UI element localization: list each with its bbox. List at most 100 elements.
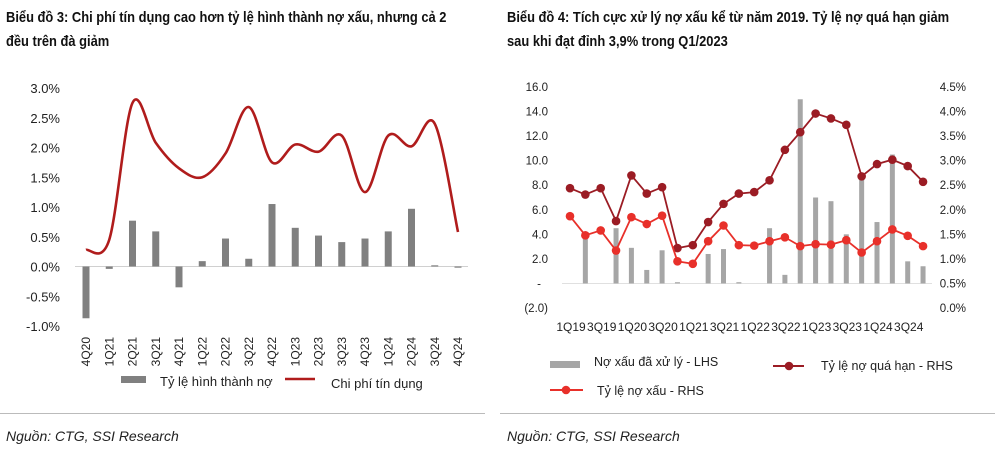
bar-nợ-xấu-đã-xử-lý: [736, 282, 742, 284]
bar-nợ-xấu-đã-xử-lý: [674, 282, 680, 284]
point-tỷ-lệ-nợ-xấu: [842, 235, 851, 245]
x-tick-label: 2Q23: [312, 337, 326, 367]
line-chi-phí-tín-dụng: [85, 98, 460, 255]
legend-label: Chi phí tín dụng: [331, 376, 423, 391]
line-tỷ-lệ-nợ-xấu: [569, 214, 924, 265]
point-tỷ-lệ-nợ-quá-hạn: [780, 145, 790, 155]
bar-nợ-xấu-đã-xử-lý: [628, 247, 634, 284]
legend-label: Tỷ lệ nợ quá hạn - RHS: [821, 359, 953, 373]
line-tỷ-lệ-nợ-quá-hạn: [569, 112, 924, 250]
legend-label: Nợ xấu đã xử lý - LHS: [594, 355, 718, 369]
point-tỷ-lệ-nợ-quá-hạn: [565, 183, 575, 193]
bar-nợ-xấu-đã-xử-lý: [613, 228, 619, 284]
x-tick-label: 4Q20: [79, 337, 93, 367]
x-tick-label: 3Q23: [833, 320, 863, 334]
point-tỷ-lệ-nợ-quá-hạn: [596, 183, 605, 193]
point-tỷ-lệ-nợ-xấu: [903, 231, 912, 241]
divider: [0, 413, 485, 414]
x-tick-label: 2Q22: [219, 337, 233, 367]
y-right-tick-label: 1.0%: [940, 254, 966, 266]
y-left-tick-label: 8.0: [532, 180, 548, 192]
y-left-tick-label: (2.0): [524, 303, 548, 315]
x-tick-label: 3Q21: [149, 337, 163, 367]
bar-tỷ-lệ-hình-thành-nợ: [408, 208, 415, 267]
x-tick-label: 1Q22: [741, 320, 771, 334]
point-tỷ-lệ-nợ-quá-hạn: [734, 189, 744, 198]
point-tỷ-lệ-nợ-xấu: [581, 231, 590, 240]
y-left-tick-label: 4.0: [532, 229, 548, 241]
bar-tỷ-lệ-hình-thành-nợ: [384, 231, 392, 267]
point-tỷ-lệ-nợ-quá-hạn: [857, 172, 866, 181]
x-tick-label: 1Q22: [195, 337, 209, 367]
legend-marker: [784, 361, 794, 371]
point-tỷ-lệ-nợ-xấu: [918, 241, 928, 251]
point-tỷ-lệ-nợ-quá-hạn: [811, 109, 820, 118]
y-left-tick-label: 6.0: [532, 205, 548, 217]
y-tick-label: -0.5%: [26, 289, 60, 304]
x-tick-label: 3Q22: [242, 337, 256, 367]
y-tick-label: 0.0%: [30, 260, 60, 275]
bar-nợ-xấu-đã-xử-lý: [797, 99, 803, 284]
point-tỷ-lệ-nợ-quá-hạn: [581, 190, 590, 199]
legend-bar-swatch: [550, 361, 580, 368]
point-tỷ-lệ-nợ-xấu: [688, 259, 698, 269]
x-tick-label: 2Q21: [126, 337, 140, 367]
x-tick-label: 1Q24: [381, 337, 395, 367]
x-tick-label: 3Q22: [771, 320, 801, 334]
x-tick-label: 3Q24: [428, 337, 442, 367]
x-tick-label: 4Q21: [172, 337, 186, 367]
bar-nợ-xấu-đã-xử-lý: [705, 253, 711, 284]
x-tick-label: 1Q20: [618, 320, 648, 334]
point-tỷ-lệ-nợ-quá-hạn: [688, 240, 698, 250]
point-tỷ-lệ-nợ-xấu: [673, 257, 682, 266]
point-tỷ-lệ-nợ-xấu: [765, 236, 774, 246]
point-tỷ-lệ-nợ-quá-hạn: [719, 199, 728, 209]
bar-tỷ-lệ-hình-thành-nợ: [105, 266, 113, 269]
point-tỷ-lệ-nợ-quá-hạn: [842, 120, 851, 130]
y-right-tick-label: 4.0%: [940, 107, 966, 119]
point-tỷ-lệ-nợ-xấu: [734, 240, 744, 250]
y-left-tick-label: 16.0: [526, 82, 548, 94]
bar-nợ-xấu-đã-xử-lý: [659, 250, 665, 284]
x-tick-label: 3Q21: [710, 320, 740, 334]
x-tick-label: 1Q21: [679, 320, 709, 334]
point-tỷ-lệ-nợ-quá-hạn: [673, 243, 682, 253]
y-left-tick-label: -: [537, 278, 541, 290]
point-tỷ-lệ-nợ-xấu: [811, 239, 820, 249]
bar-nợ-xấu-đã-xử-lý: [874, 222, 880, 284]
point-tỷ-lệ-nợ-quá-hạn: [611, 216, 621, 226]
point-tỷ-lệ-nợ-quá-hạn: [795, 127, 805, 137]
point-tỷ-lệ-nợ-xấu: [642, 219, 652, 229]
point-tỷ-lệ-nợ-xấu: [657, 211, 667, 220]
point-tỷ-lệ-nợ-xấu: [719, 221, 728, 230]
bar-nợ-xấu-đã-xử-lý: [767, 228, 773, 284]
y-tick-label: -1.0%: [26, 319, 60, 334]
bar-nợ-xấu-đã-xử-lý: [782, 274, 788, 284]
bar-tỷ-lệ-hình-thành-nợ: [198, 261, 206, 267]
point-tỷ-lệ-nợ-xấu: [596, 226, 605, 235]
y-right-tick-label: 3.0%: [940, 156, 966, 168]
y-right-tick-label: 0.0%: [940, 303, 966, 315]
bar-tỷ-lệ-hình-thành-nợ: [431, 265, 439, 267]
y-right-tick-label: 2.0%: [940, 205, 966, 217]
bar-nợ-xấu-đã-xử-lý: [843, 234, 849, 284]
bar-tỷ-lệ-hình-thành-nợ: [129, 220, 136, 267]
divider: [500, 413, 995, 414]
bar-tỷ-lệ-hình-thành-nợ: [338, 242, 346, 267]
bar-nợ-xấu-đã-xử-lý: [859, 175, 865, 284]
point-tỷ-lệ-nợ-quá-hạn: [903, 161, 912, 171]
legend-label: Tỷ lệ hình thành nợ: [160, 374, 273, 389]
y-tick-label: 1.5%: [30, 170, 60, 185]
bar-nợ-xấu-đã-xử-lý: [920, 266, 926, 284]
y-tick-label: 2.5%: [30, 111, 60, 126]
chart4-title-line1: Biểu đồ 4: Tích cực xử lý nợ xấu kể từ n…: [507, 9, 950, 26]
point-tỷ-lệ-nợ-xấu: [627, 212, 636, 222]
x-tick-label: 1Q24: [863, 320, 893, 334]
chart4-title: Biểu đồ 4: Tích cực xử lý nợ xấu kể từ n…: [507, 6, 949, 54]
bar-nợ-xấu-đã-xử-lý: [721, 249, 726, 284]
point-tỷ-lệ-nợ-quá-hạn: [826, 114, 836, 123]
x-tick-label: 1Q23: [802, 320, 832, 334]
point-tỷ-lệ-nợ-quá-hạn: [657, 182, 667, 192]
y-right-tick-label: 3.5%: [940, 131, 966, 143]
bar-nợ-xấu-đã-xử-lý: [905, 261, 911, 284]
